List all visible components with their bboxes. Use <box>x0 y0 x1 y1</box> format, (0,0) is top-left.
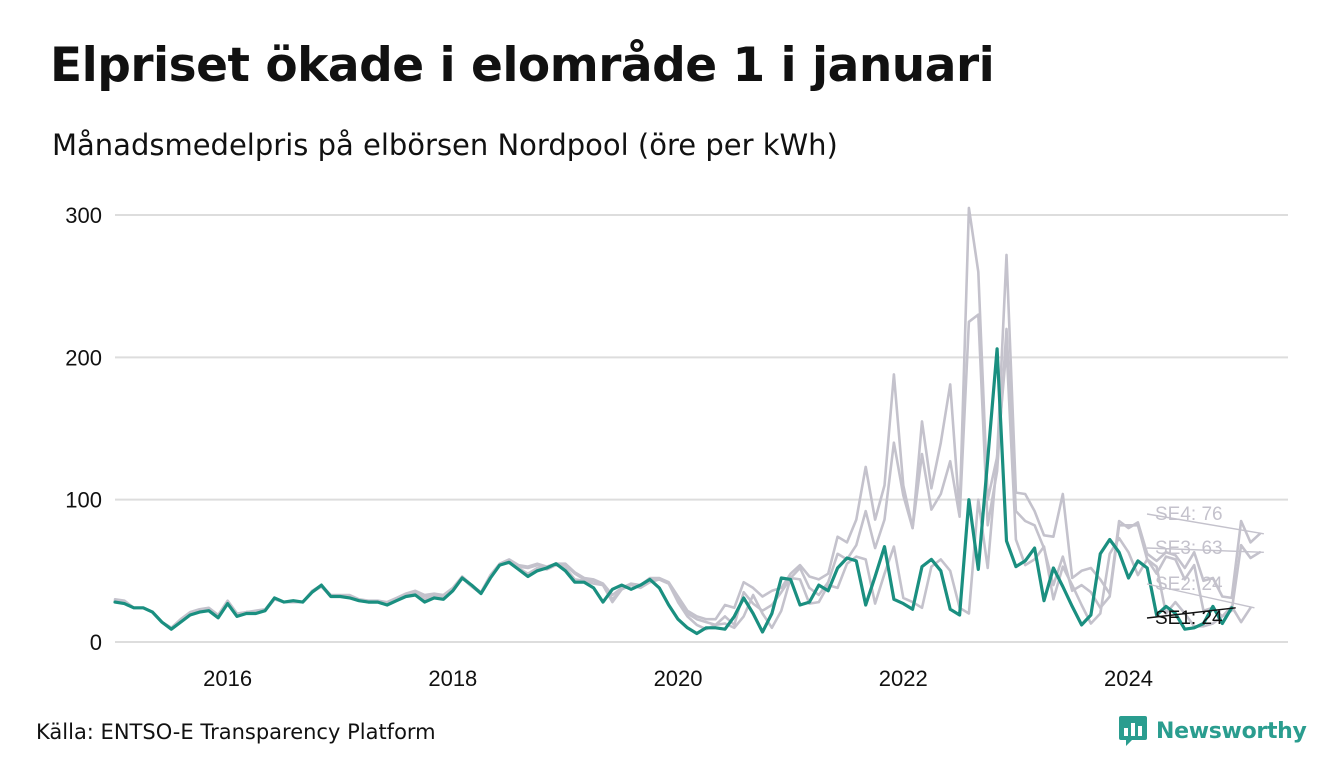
end-label-se4: SE4: 76 <box>1155 504 1223 525</box>
end-label-leader <box>1146 547 1264 554</box>
grid-lines <box>115 214 1288 643</box>
series-line-se4 <box>113 206 1262 630</box>
chart-subtitle: Månadsmedelpris på elbörsen Nordpool (ör… <box>52 128 838 162</box>
end-label-leader <box>1146 607 1236 619</box>
y-axis-ticks: 0 100 200 300 <box>65 203 102 655</box>
y-tick-label: 100 <box>65 488 102 513</box>
series-line-se1 <box>113 347 1234 636</box>
y-tick-label: 300 <box>65 203 102 228</box>
x-tick-label: 2016 <box>203 666 252 691</box>
x-tick-label: 2018 <box>428 666 477 691</box>
end-label-se2: SE2: 24 <box>1155 574 1223 595</box>
chart-title: Elpriset ökade i elområde 1 i januari <box>50 38 995 93</box>
x-axis-ticks: 2016 2018 2020 2022 2024 <box>203 666 1153 691</box>
end-label-se3: SE3: 63 <box>1155 538 1223 559</box>
y-tick-label: 200 <box>65 345 102 370</box>
end-label-leader <box>1146 513 1264 535</box>
source-note: Källa: ENTSO-E Transparency Platform <box>36 720 436 744</box>
y-tick-label: 0 <box>90 630 102 655</box>
x-tick-label: 2024 <box>1104 666 1153 691</box>
brand-name: Newsworthy <box>1156 718 1307 744</box>
x-tick-label: 2020 <box>654 666 703 691</box>
end-labels: SE4: 76 SE3: 63 SE2: 24 SE1: 24 <box>1146 504 1264 629</box>
series-line-se3 <box>113 313 1262 630</box>
end-label-se1: SE1: 24 <box>1155 608 1223 629</box>
brand-logo[interactable]: Newsworthy <box>1118 714 1307 748</box>
series-lines <box>113 206 1262 636</box>
bar-chart-speech-icon <box>1119 716 1147 746</box>
x-tick-label: 2022 <box>879 666 928 691</box>
end-label-leader <box>1146 583 1255 609</box>
